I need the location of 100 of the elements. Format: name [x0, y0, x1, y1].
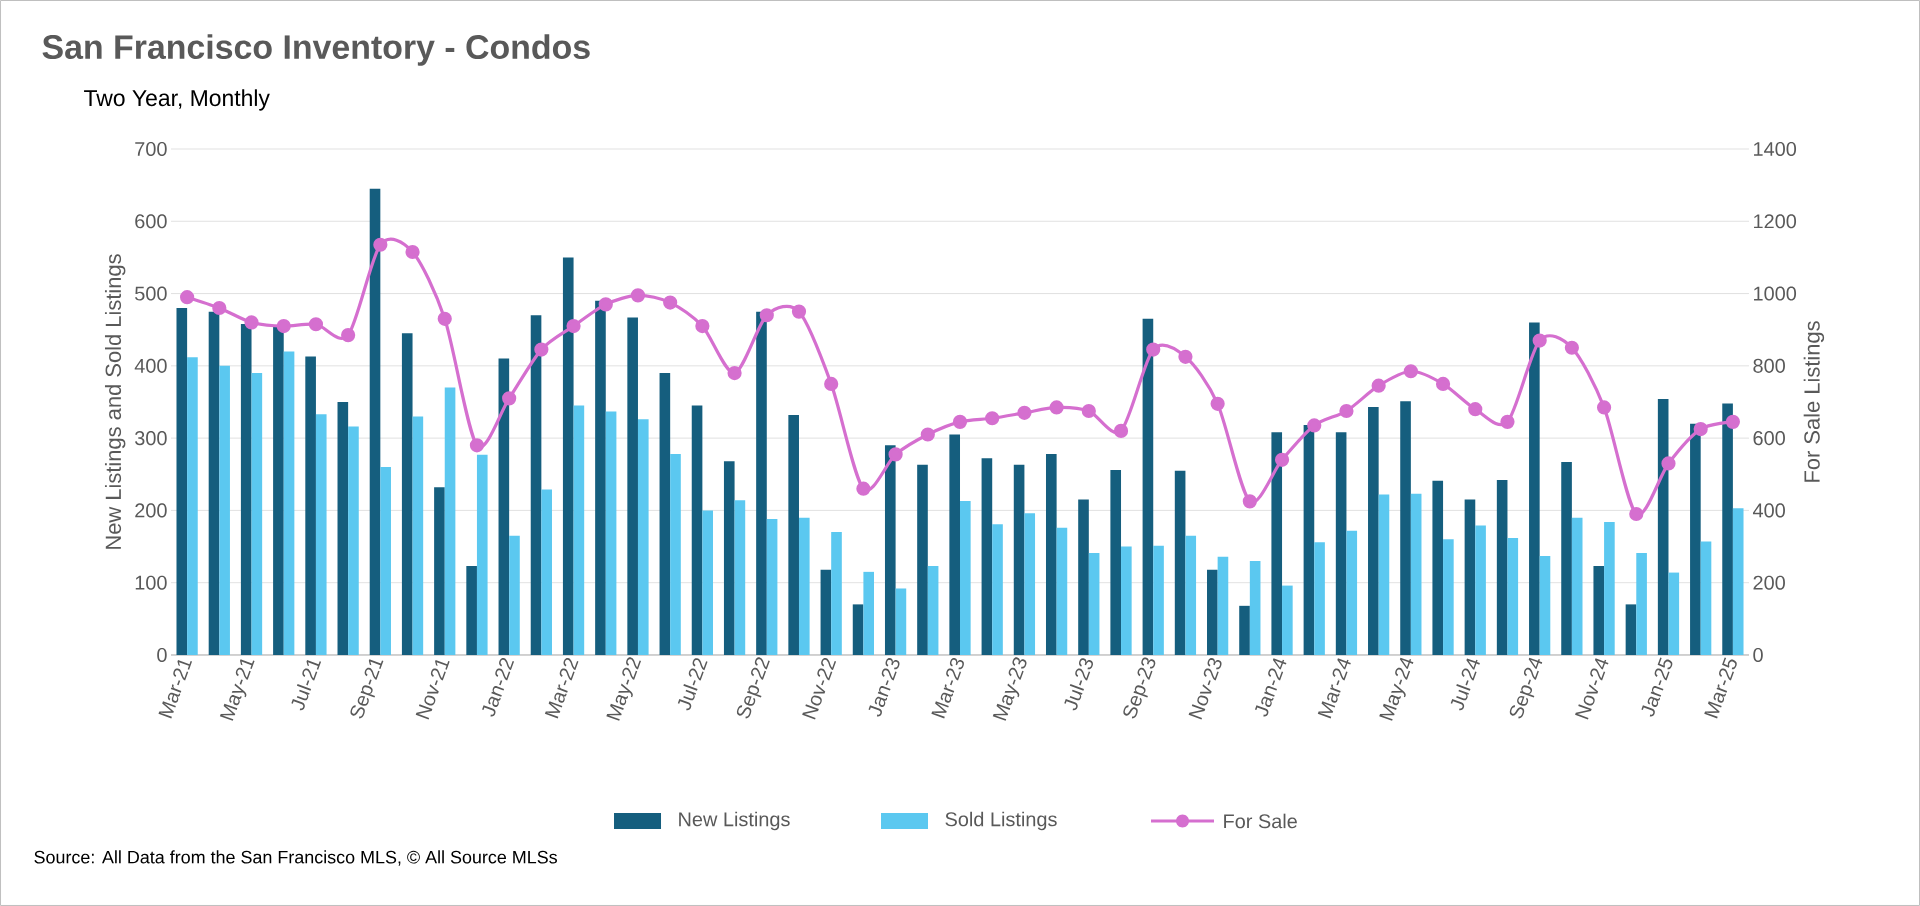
x-tick-label: Jan-25 [1641, 657, 1673, 717]
bar [562, 257, 574, 655]
y2-tick-label: 1000 [1754, 286, 1797, 301]
x-tick-label: Sep-23 [1123, 657, 1156, 719]
bar [1700, 541, 1712, 655]
x-tick-label: Mar-25 [1704, 657, 1737, 719]
y-tick-label: 700 [135, 141, 167, 157]
bar [444, 387, 456, 655]
bar [1400, 401, 1411, 655]
x-tick-label: Jul-21 [291, 660, 322, 711]
bar [1378, 494, 1390, 655]
bar [466, 566, 477, 655]
bar [852, 604, 864, 655]
point [1725, 414, 1740, 429]
bar [1346, 530, 1358, 655]
point [1178, 349, 1193, 364]
bar [927, 566, 939, 655]
point [1564, 340, 1579, 355]
bar [1657, 399, 1669, 655]
bar [1496, 480, 1508, 655]
bar [831, 532, 842, 655]
bar [637, 419, 649, 655]
bar [380, 467, 391, 655]
bar [798, 517, 810, 655]
point [276, 318, 291, 334]
point [791, 304, 807, 319]
point [1113, 423, 1129, 438]
bar [1368, 407, 1379, 655]
bar [1282, 585, 1293, 655]
x-tick-label: Jan-22 [482, 658, 515, 717]
bar [595, 300, 606, 655]
bar [1464, 499, 1476, 655]
bar [788, 415, 799, 655]
bar [949, 434, 961, 655]
bar [401, 333, 413, 655]
y2-tick-label: 600 [1753, 431, 1785, 446]
bar [1732, 508, 1744, 655]
point [502, 391, 517, 406]
chart-subtitle: Two Year, Monthly [84, 89, 270, 111]
bar [573, 405, 585, 655]
y-tick-label: 500 [135, 286, 167, 301]
point [373, 237, 388, 252]
point [1693, 421, 1708, 437]
bar [863, 571, 875, 655]
bar [337, 401, 349, 655]
bar [895, 588, 907, 655]
point [598, 297, 613, 312]
point [952, 414, 968, 429]
bar [1625, 604, 1637, 655]
point [824, 376, 839, 392]
point [405, 244, 420, 260]
point [695, 318, 710, 334]
bar [1314, 542, 1325, 655]
y2-tick-label: 1200 [1754, 214, 1797, 229]
point [759, 308, 774, 323]
bar [187, 357, 198, 655]
bar [1078, 499, 1089, 655]
x-tick-label: Mar-24 [1317, 658, 1351, 719]
point [1403, 364, 1418, 379]
source-note: Source: All Data from the San Francisco MLS, © All Source MLSs [34, 850, 557, 866]
bar [348, 426, 359, 655]
point [1435, 376, 1451, 392]
y2-tick-label: 400 [1752, 503, 1785, 518]
point [180, 290, 195, 305]
bar [208, 311, 220, 655]
y2-tick-label: 1400 [1754, 141, 1797, 157]
point [1468, 402, 1483, 417]
x-tick-label: Jul-24 [1450, 658, 1480, 711]
bar [1571, 517, 1583, 655]
bar [1207, 569, 1218, 655]
bar [1056, 527, 1068, 655]
bar [734, 500, 746, 655]
bar [1443, 539, 1454, 655]
bar [1013, 464, 1025, 655]
bar [176, 308, 188, 655]
x-tick-label: Jan-23 [868, 658, 900, 717]
point [856, 481, 871, 496]
bar [1475, 525, 1486, 655]
bar [605, 411, 617, 655]
bar [305, 356, 316, 655]
y-tick-label: 400 [134, 358, 167, 373]
bar [283, 351, 295, 655]
x-tick-label: Jan-24 [1254, 658, 1287, 717]
bar [960, 501, 971, 655]
bar [756, 311, 767, 655]
point [566, 318, 581, 334]
y-tick-label: 100 [135, 575, 167, 590]
point [1242, 494, 1257, 509]
legend-label: New Listings [679, 811, 790, 831]
bar [1668, 572, 1680, 655]
bar [1593, 566, 1605, 655]
bar [992, 524, 1003, 655]
bar [498, 358, 510, 655]
bar [1561, 461, 1572, 655]
bar [476, 454, 488, 655]
y-axis-title: New Listings and Sold Listings [104, 254, 126, 549]
point [341, 328, 356, 343]
point [1146, 342, 1161, 357]
bar [691, 405, 703, 655]
bar [509, 535, 520, 655]
